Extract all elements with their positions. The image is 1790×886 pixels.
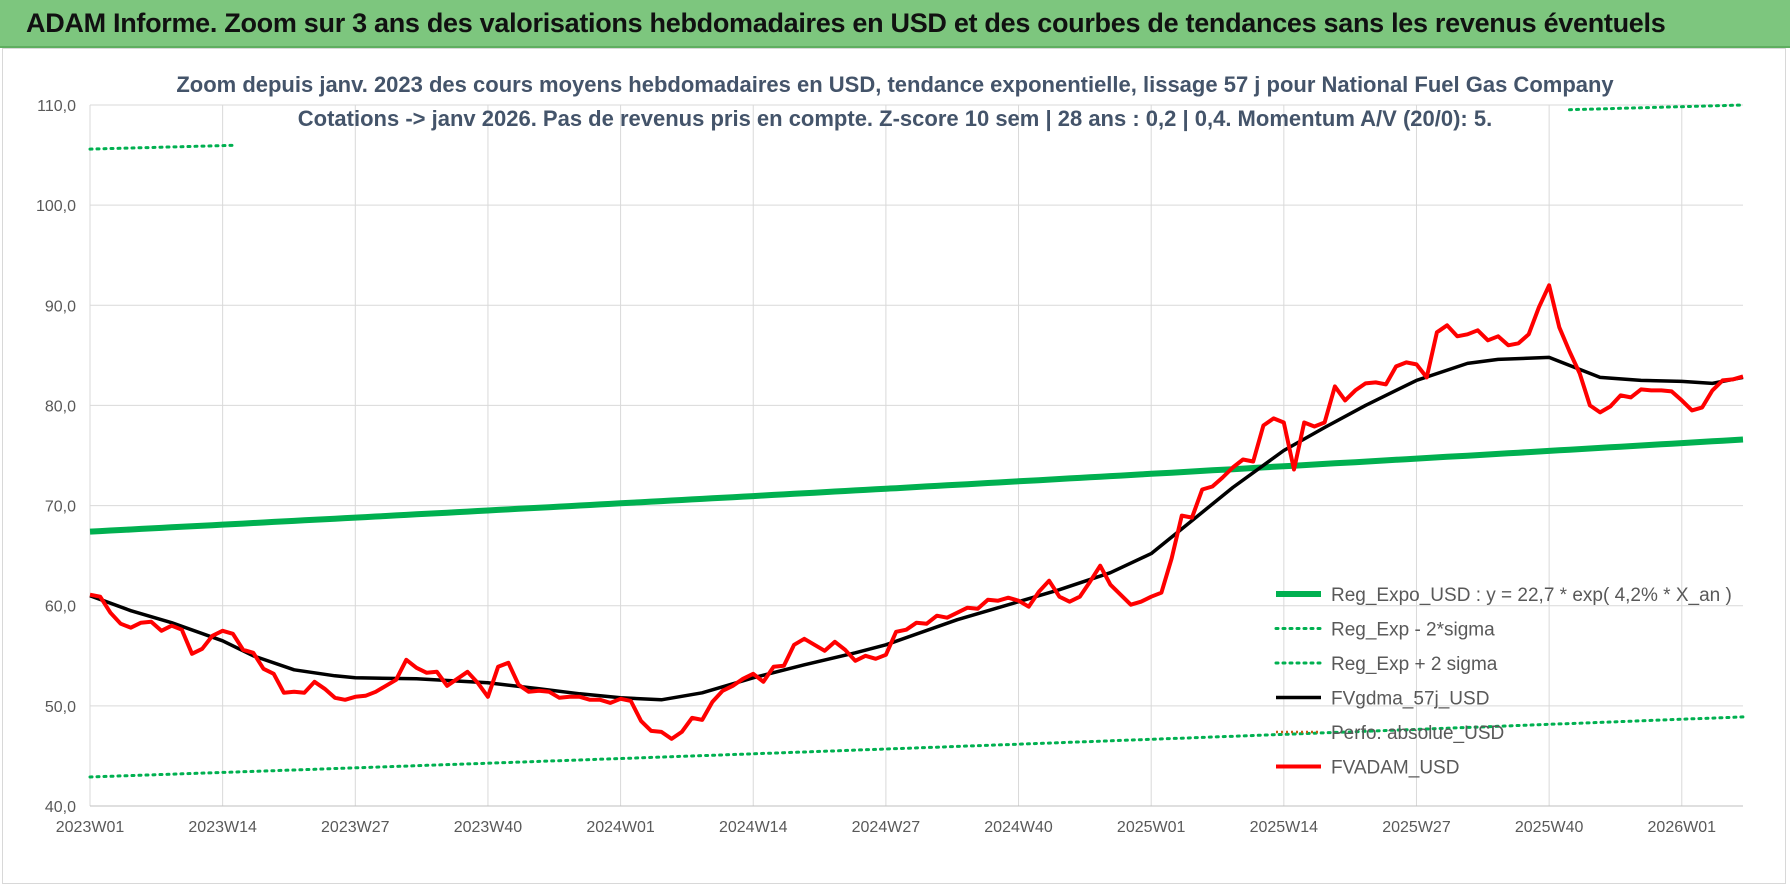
header-banner: ADAM Informe. Zoom sur 3 ans des valoris… <box>0 0 1790 48</box>
x-tick-label: 2024W40 <box>984 819 1053 836</box>
y-tick-label: 70,0 <box>45 499 76 516</box>
chart-title-line1: Zoom depuis janv. 2023 des cours moyens … <box>176 72 1614 97</box>
y-tick-label: 100,0 <box>36 198 76 215</box>
legend-label-perfo: Perfo. absolue_USD <box>1331 723 1504 744</box>
x-tick-label: 2023W40 <box>454 819 523 836</box>
x-tick-label: 2026W01 <box>1648 819 1717 836</box>
x-tick-label: 2025W40 <box>1515 819 1584 836</box>
y-tick-label: 110,0 <box>37 98 76 115</box>
x-tick-label: 2023W27 <box>321 819 390 836</box>
series-reg-minus-2sigma <box>88 715 1745 779</box>
series-reg-plus-2sigma <box>1568 103 1745 112</box>
x-tick-label: 2024W27 <box>852 819 921 836</box>
series-reg-plus-2sigma <box>88 143 235 151</box>
chart-title-line2: Cotations -> janv 2026. Pas de revenus p… <box>297 106 1493 131</box>
legend-label-reg_plus: Reg_Exp + 2 sigma <box>1331 654 1498 675</box>
x-tick-label: 2025W01 <box>1117 819 1186 836</box>
x-tick-label: 2025W27 <box>1382 819 1451 836</box>
y-tick-label: 60,0 <box>45 599 76 616</box>
legend-label-fvgdma: FVgdma_57j_USD <box>1331 689 1489 710</box>
series-fvgdma <box>89 355 1744 702</box>
chart-frame <box>2 48 1786 884</box>
legend: Reg_Expo_USD : y = 22,7 * exp( 4,2% * X_… <box>1274 585 1732 779</box>
page-title: ADAM Informe. Zoom sur 3 ans des valoris… <box>26 8 1666 38</box>
x-tick-label: 2023W14 <box>188 819 257 836</box>
y-tick-label: 90,0 <box>45 298 76 315</box>
y-tick-label: 50,0 <box>45 699 76 716</box>
x-tick-label: 2024W14 <box>719 819 788 836</box>
legend-label-reg_expo: Reg_Expo_USD : y = 22,7 * exp( 4,2% * X_… <box>1331 585 1732 606</box>
x-tick-label: 2023W01 <box>56 819 125 836</box>
x-tick-label: 2024W01 <box>586 819 655 836</box>
series-reg-expo <box>89 436 1744 535</box>
legend-label-reg_minus: Reg_Exp - 2*sigma <box>1331 620 1495 641</box>
axes: 40,0 50,0 60,0 70,0 80,0 90,0 100,0 110,0 2023W0… <box>36 98 1743 836</box>
x-tick-label: 2025W14 <box>1250 819 1319 836</box>
y-tick-label: 80,0 <box>45 398 76 415</box>
series-layer <box>88 103 1745 779</box>
gridlines <box>89 104 1743 807</box>
y-tick-label: 40,0 <box>45 799 76 816</box>
series-fvadam <box>89 283 1744 741</box>
legend-label-fvadam: FVADAM_USD <box>1331 758 1459 779</box>
